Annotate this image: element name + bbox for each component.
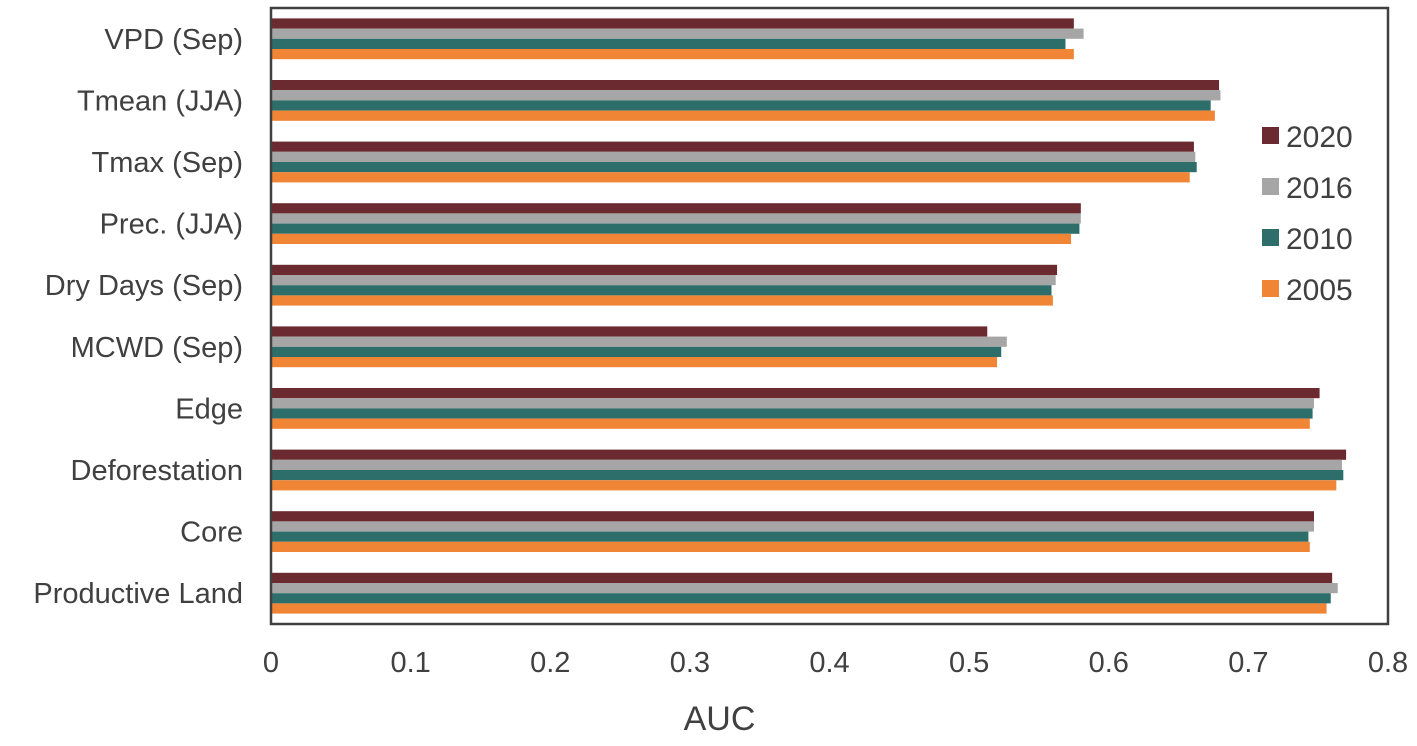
bar-2020-7: [271, 449, 1347, 460]
bar-2005-8: [271, 541, 1310, 552]
category-label: Prec. (JJA): [100, 209, 243, 241]
bar-2005-2: [271, 172, 1190, 183]
bar-2005-3: [271, 233, 1072, 244]
bar-2010-2: [271, 162, 1197, 173]
bar-2010-1: [271, 100, 1211, 111]
legend: 2020 2016 2010 2005: [1262, 121, 1353, 307]
bar-2016-8: [271, 521, 1314, 532]
bar-2016-6: [271, 398, 1314, 409]
legend-label-2010: 2010: [1286, 223, 1353, 256]
bar-2016-3: [271, 213, 1081, 224]
bar-2016-4: [271, 275, 1056, 286]
x-tick-label: 0.1: [390, 647, 430, 679]
bar-2005-0: [271, 49, 1074, 60]
legend-swatch-2016: [1262, 178, 1279, 195]
legend-swatch-2010: [1262, 229, 1279, 246]
x-tick-label: 0.5: [949, 647, 989, 679]
bar-2016-1: [271, 90, 1221, 101]
bars-layer: [271, 18, 1347, 614]
bar-2005-6: [271, 418, 1310, 429]
bar-2010-4: [271, 285, 1052, 296]
category-label: Dry Days (Sep): [45, 270, 243, 302]
bar-2020-1: [271, 80, 1220, 91]
x-tick-label: 0.3: [670, 647, 710, 679]
bar-2010-5: [271, 346, 1002, 357]
bar-2010-8: [271, 531, 1309, 542]
x-tick-label: 0.8: [1368, 647, 1408, 679]
plot-frame: [269, 6, 1390, 626]
category-label: Deforestation: [71, 455, 244, 487]
bar-2020-2: [271, 141, 1194, 152]
category-label: MCWD (Sep): [71, 332, 243, 364]
category-label: VPD (Sep): [104, 24, 243, 56]
bar-2020-4: [271, 264, 1058, 275]
x-tick-label: 0.7: [1228, 647, 1268, 679]
category-labels: VPD (Sep) Tmean (JJA) Tmax (Sep) Prec. (JJA…: [33, 24, 243, 610]
bar-2016-9: [271, 583, 1338, 594]
bar-2005-9: [271, 603, 1327, 614]
x-tick-labels: 0 0.1 0.2 0.3 0.4 0.5 0.6 0.7 0.8: [263, 647, 1408, 679]
category-label: Tmax (Sep): [92, 147, 243, 179]
x-tick-label: 0.4: [809, 647, 849, 679]
bar-2010-6: [271, 408, 1313, 419]
bar-2005-7: [271, 480, 1337, 491]
legend-swatch-2005: [1262, 280, 1279, 297]
bar-2005-5: [271, 357, 998, 368]
legend-label-2020: 2020: [1286, 121, 1353, 154]
bar-2005-4: [271, 295, 1053, 306]
x-tick-label: 0: [263, 647, 279, 679]
bar-2016-2: [271, 151, 1196, 162]
x-tick-label: 0.2: [530, 647, 570, 679]
category-label: Edge: [175, 393, 243, 425]
bar-2016-7: [271, 459, 1342, 470]
x-axis-title: AUC: [684, 700, 756, 738]
bar-2020-9: [271, 572, 1333, 583]
legend-swatch-2020: [1262, 127, 1279, 144]
bar-2020-6: [271, 388, 1320, 399]
bar-2010-9: [271, 593, 1331, 604]
x-tick-label: 0.6: [1089, 647, 1129, 679]
bar-2010-7: [271, 470, 1344, 481]
bar-2020-8: [271, 511, 1314, 522]
legend-label-2005: 2005: [1286, 274, 1353, 307]
category-label: Tmean (JJA): [77, 85, 243, 117]
category-label: Core: [180, 517, 243, 549]
bar-2016-5: [271, 336, 1007, 347]
bar-2010-3: [271, 223, 1080, 234]
category-label: Productive Land: [33, 578, 243, 610]
bar-2020-3: [271, 203, 1081, 214]
bar-2020-5: [271, 326, 988, 337]
bar-2020-0: [271, 18, 1074, 29]
bar-2010-0: [271, 38, 1066, 49]
bar-2016-0: [271, 28, 1084, 39]
legend-label-2016: 2016: [1286, 172, 1353, 205]
bar-2005-1: [271, 110, 1215, 121]
